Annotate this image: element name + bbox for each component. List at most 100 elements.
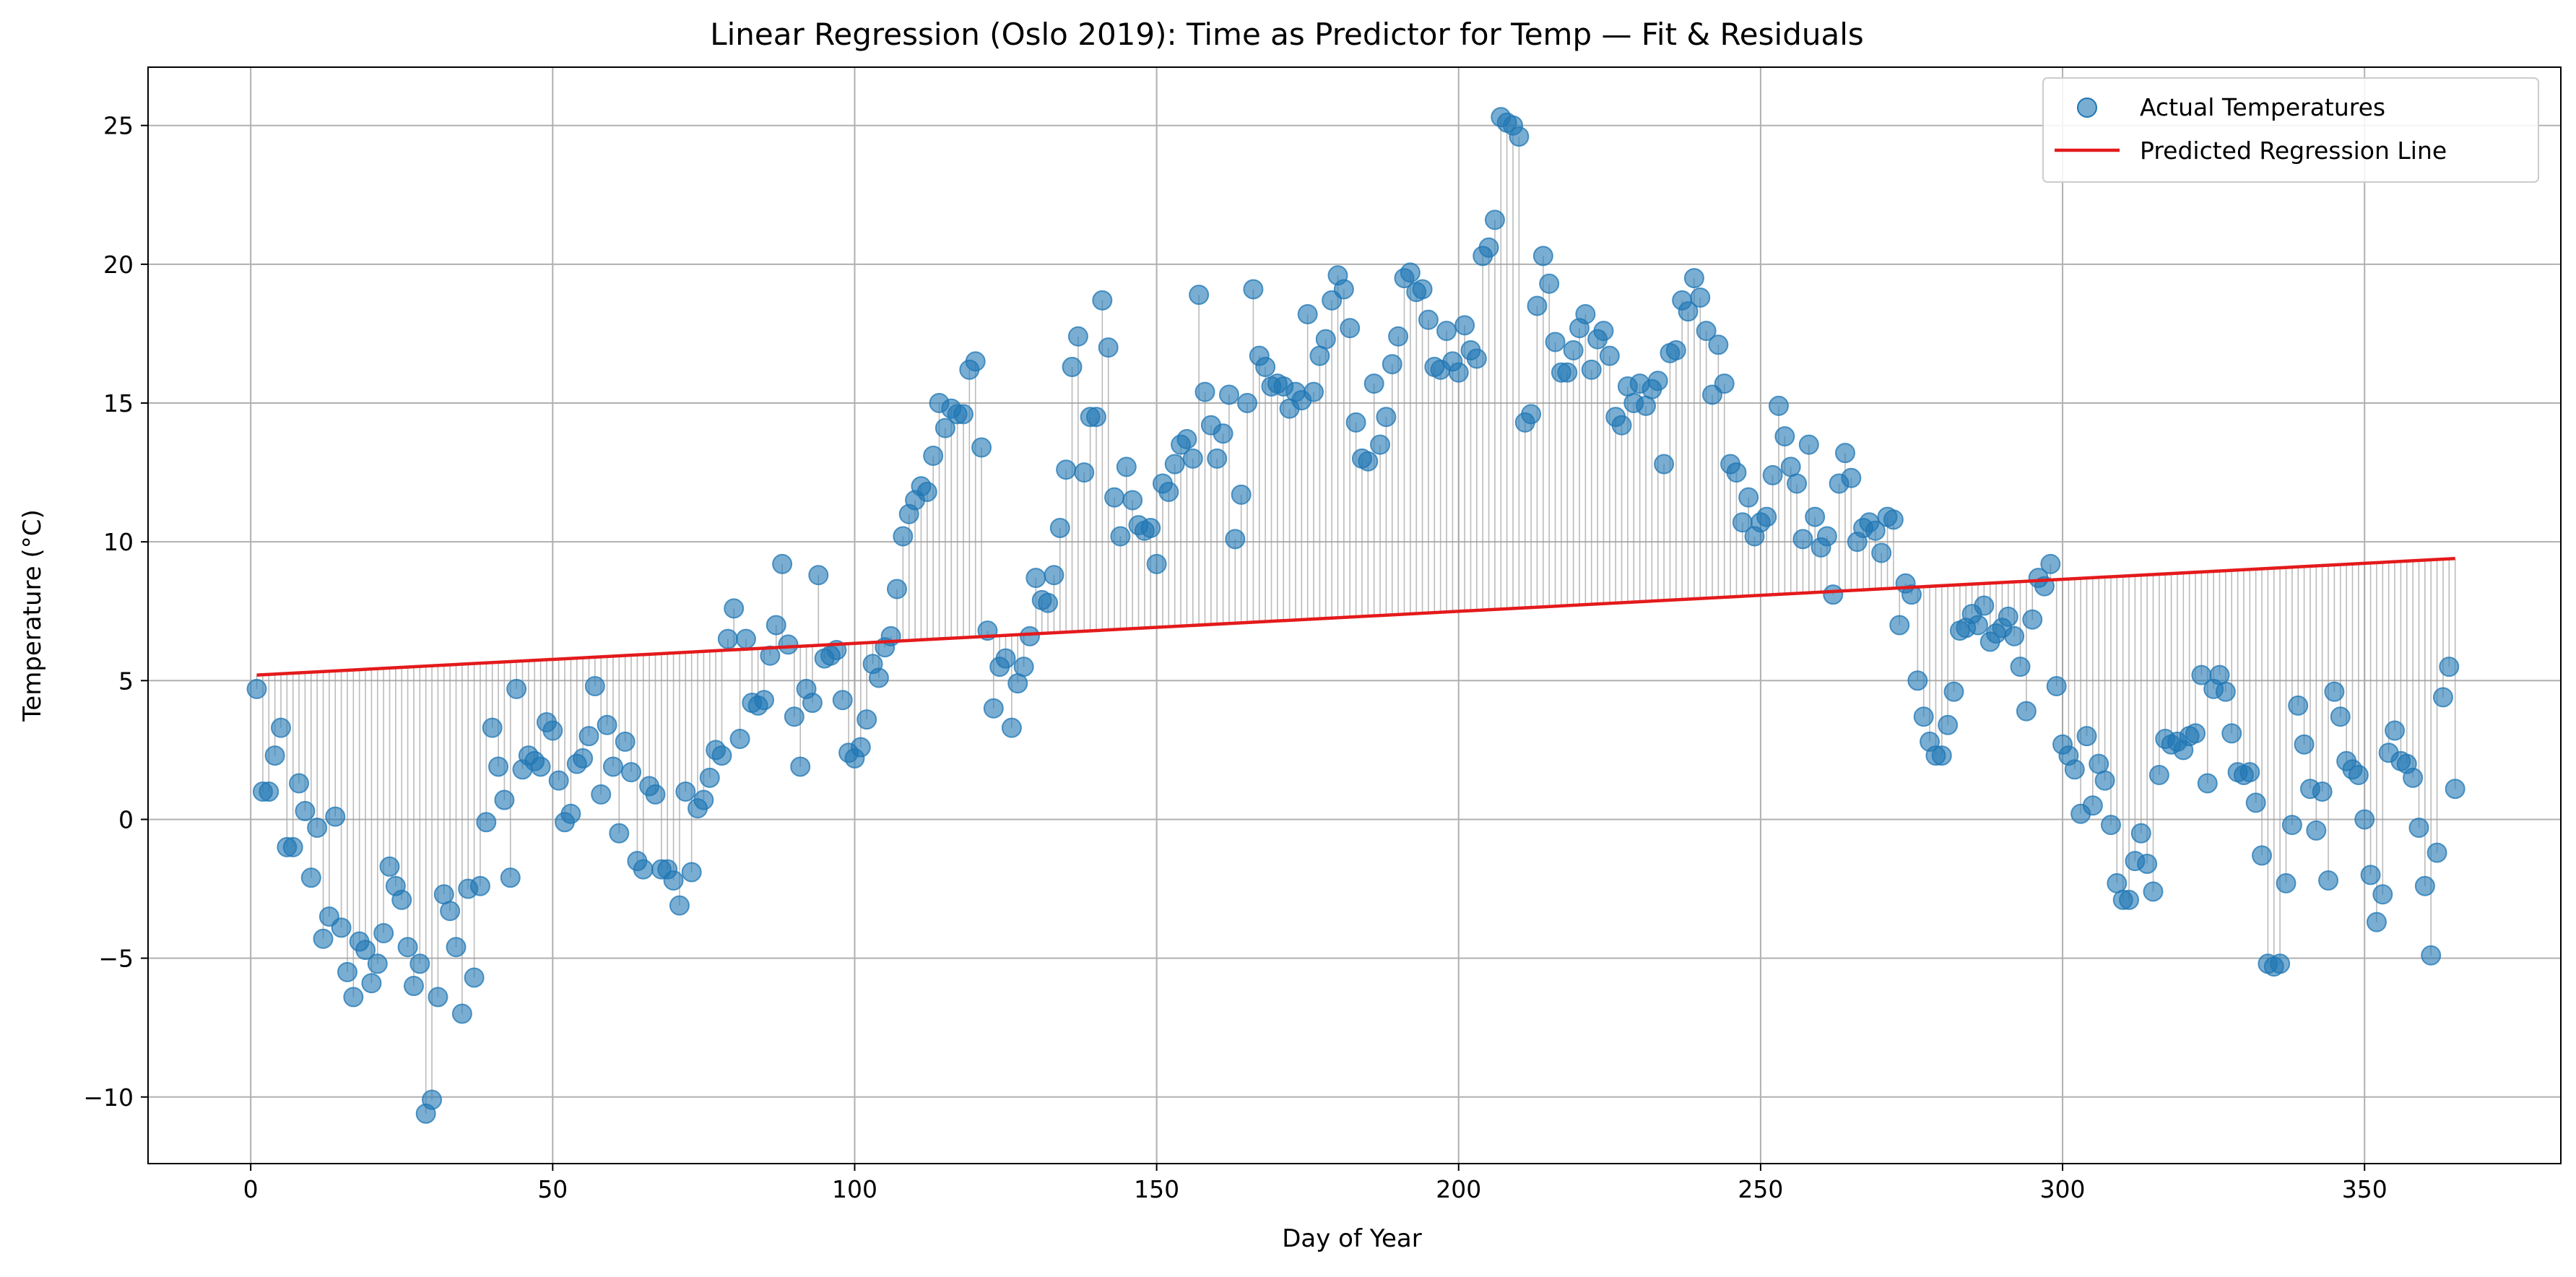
data-point bbox=[2414, 875, 2435, 896]
data-point bbox=[621, 762, 642, 783]
data-point bbox=[1207, 448, 1228, 469]
data-point bbox=[542, 720, 563, 741]
data-point bbox=[488, 756, 509, 777]
data-point bbox=[1696, 321, 1717, 342]
data-point bbox=[1545, 332, 1566, 352]
data-point bbox=[724, 598, 745, 619]
data-point bbox=[2094, 770, 2115, 791]
data-point bbox=[1557, 362, 1578, 383]
data-point bbox=[584, 675, 605, 696]
data-point bbox=[633, 859, 654, 880]
data-point bbox=[1690, 287, 1711, 308]
data-point bbox=[2312, 782, 2333, 802]
data-point bbox=[1938, 714, 1959, 735]
x-axis-label: Day of Year bbox=[1282, 1224, 1422, 1253]
data-point bbox=[893, 526, 914, 547]
data-point bbox=[1448, 362, 1469, 383]
data-point bbox=[422, 1089, 443, 1110]
data-point bbox=[1412, 279, 1433, 300]
data-point bbox=[325, 806, 346, 827]
data-point bbox=[307, 817, 328, 838]
regression-line-group bbox=[256, 556, 2455, 677]
data-point bbox=[868, 667, 889, 688]
data-point bbox=[246, 678, 267, 699]
data-point bbox=[2082, 795, 2103, 816]
data-point bbox=[1913, 706, 1934, 727]
data-point bbox=[1509, 126, 1530, 147]
data-point bbox=[1025, 568, 1046, 589]
data-point bbox=[2040, 553, 2061, 574]
data-point bbox=[1738, 487, 1759, 508]
data-point bbox=[1792, 529, 1813, 550]
data-point bbox=[971, 437, 992, 458]
data-point bbox=[1218, 384, 1239, 405]
data-point bbox=[675, 782, 696, 802]
legend-scatter-marker bbox=[2077, 98, 2097, 118]
data-point bbox=[1581, 359, 1602, 380]
data-point bbox=[850, 737, 871, 758]
data-point bbox=[2239, 762, 2260, 783]
data-point bbox=[446, 937, 467, 958]
data-point bbox=[591, 784, 612, 805]
legend: Actual Temperatures Predicted Regression… bbox=[2042, 77, 2539, 183]
data-point bbox=[2064, 759, 2085, 780]
data-point bbox=[711, 745, 732, 766]
data-point bbox=[573, 748, 594, 769]
data-point bbox=[464, 967, 485, 988]
data-point bbox=[681, 862, 702, 883]
data-point bbox=[2143, 881, 2164, 902]
data-point bbox=[784, 706, 805, 727]
data-point bbox=[1182, 448, 1203, 469]
data-point bbox=[965, 351, 986, 372]
data-point bbox=[2366, 912, 2387, 932]
data-point bbox=[1333, 279, 1354, 300]
data-point bbox=[1665, 339, 1686, 360]
data-point bbox=[1805, 506, 1826, 527]
data-point bbox=[1647, 371, 1668, 391]
data-point bbox=[2100, 815, 2121, 836]
data-point bbox=[802, 693, 823, 714]
data-point bbox=[983, 698, 1004, 719]
data-point bbox=[343, 987, 364, 1008]
data-point bbox=[1146, 553, 1167, 574]
data-point bbox=[2372, 884, 2393, 905]
data-point bbox=[2004, 625, 2025, 646]
data-point bbox=[1213, 423, 1233, 444]
data-point bbox=[361, 973, 382, 994]
data-point bbox=[808, 565, 829, 586]
data-point bbox=[560, 803, 581, 824]
x-tick-label: 250 bbox=[1738, 1175, 1783, 1203]
x-tick-label: 150 bbox=[1134, 1175, 1179, 1203]
data-point bbox=[1974, 595, 1995, 616]
legend-box bbox=[2042, 77, 2539, 183]
data-point bbox=[1255, 357, 1276, 378]
data-point bbox=[397, 937, 418, 958]
data-point bbox=[295, 800, 316, 821]
data-point bbox=[1358, 451, 1379, 472]
data-point bbox=[1189, 285, 1210, 306]
data-point bbox=[1085, 407, 1106, 428]
data-point bbox=[500, 867, 521, 888]
y-tick-label: −5 bbox=[98, 945, 134, 973]
data-point bbox=[259, 782, 279, 802]
data-point bbox=[428, 987, 448, 1008]
data-point bbox=[530, 756, 551, 777]
data-point bbox=[2318, 870, 2339, 891]
data-point bbox=[1098, 337, 1119, 358]
data-point bbox=[2294, 734, 2315, 755]
y-tick-label: 5 bbox=[118, 667, 134, 695]
y-axis-label: Temperature (°C) bbox=[18, 509, 47, 722]
data-point bbox=[1418, 309, 1439, 330]
data-point bbox=[1654, 454, 1675, 475]
data-point bbox=[693, 789, 714, 810]
scatter-points bbox=[246, 107, 2466, 1124]
x-axis-ticks: 0 50 100 150 200 250 300 350 bbox=[243, 1164, 2388, 1203]
data-point bbox=[669, 895, 690, 916]
data-point bbox=[440, 901, 461, 922]
data-point bbox=[2016, 701, 2037, 722]
data-point bbox=[778, 634, 799, 655]
data-point bbox=[2281, 815, 2302, 836]
data-point bbox=[578, 726, 599, 747]
data-point bbox=[1304, 381, 1324, 402]
data-point bbox=[1756, 506, 1777, 527]
